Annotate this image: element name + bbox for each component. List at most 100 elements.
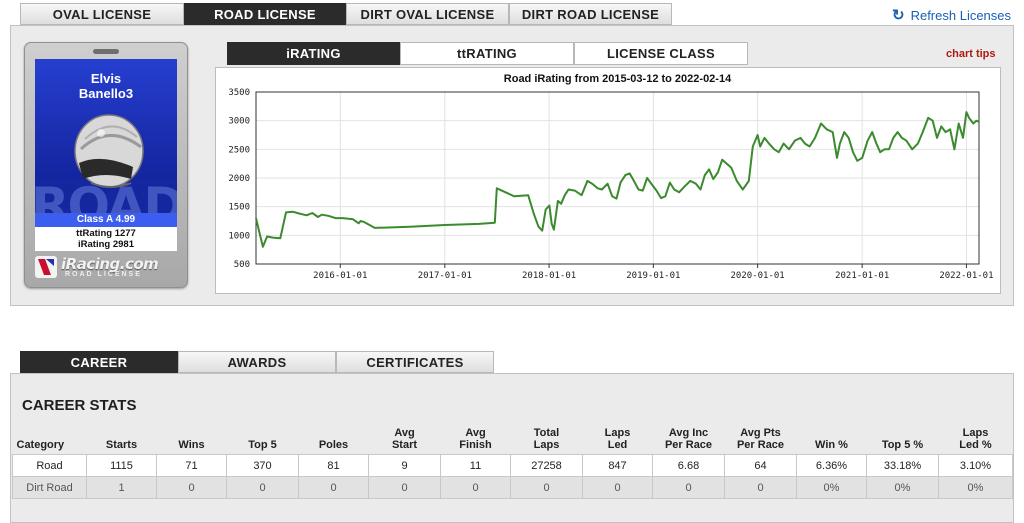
- table-cell: 71: [156, 454, 227, 477]
- logo-text: iRacing.com: [61, 255, 159, 273]
- tab-label: DIRT ROAD LICENSE: [521, 6, 660, 22]
- driver-first-name: Elvis: [90, 71, 122, 86]
- table-cell: 847: [582, 454, 653, 477]
- column-header: Win %: [815, 439, 848, 451]
- refresh-icon: ↻: [892, 7, 905, 24]
- x-tick-label: 2018-01-01: [522, 271, 576, 281]
- table-cell: 9: [368, 454, 441, 477]
- tab-certificates[interactable]: CERTIFICATES: [336, 351, 494, 373]
- table-cell: 0: [298, 476, 369, 499]
- y-tick-label: 1500: [228, 203, 250, 213]
- chart-tips-link[interactable]: chart tips: [946, 48, 996, 60]
- table-cell: 11: [440, 454, 511, 477]
- table-header-row: Category Starts Wins Top 5 Poles Avg Start Avg F…: [13, 418, 1013, 455]
- career-stats-title: CAREER STATS: [22, 397, 137, 414]
- x-tick-label: 2019-01-01: [626, 271, 680, 281]
- x-tick-label: 2016-01-01: [313, 271, 367, 281]
- column-header: Top 5 %: [881, 439, 924, 451]
- irating-chart: Road iRating from 2015-03-12 to 2022-02-…: [215, 67, 1001, 294]
- tab-career[interactable]: CAREER: [20, 351, 178, 373]
- driver-name: Elvis Banello3: [35, 71, 177, 101]
- license-tab-road[interactable]: ROAD LICENSE: [184, 3, 346, 25]
- column-header: Category: [16, 439, 65, 451]
- table-cell: 81: [298, 454, 369, 477]
- driver-last-name: Banello3: [78, 86, 134, 101]
- table-cell: 0: [652, 476, 725, 499]
- table-cell: 33.18%: [866, 454, 939, 477]
- table-row: Dirt Road 1 0 0 0 0 0 0 0 0 0 0% 0% 0%: [12, 476, 1013, 499]
- tab-label: ttRATING: [457, 46, 517, 61]
- license-tab-oval[interactable]: OVAL LICENSE: [20, 3, 184, 25]
- tab-label: OVAL LICENSE: [52, 6, 152, 22]
- table-cell: 0: [368, 476, 441, 499]
- column-header: Avg Finish: [459, 427, 492, 451]
- iracing-logo-icon: [35, 256, 57, 278]
- tab-label: CERTIFICATES: [366, 354, 464, 370]
- license-tab-dirt-road[interactable]: DIRT ROAD LICENSE: [509, 3, 672, 25]
- table-row: Road 1115 71 370 81 9 11 27258 847 6.68 64 6.36% 33.…: [12, 454, 1013, 477]
- table-cell: Road: [12, 454, 87, 477]
- iracing-logo: iRacing.com ROAD LICENSE: [35, 255, 177, 279]
- table-cell: 1: [86, 476, 157, 499]
- chart-title: Road iRating from 2015-03-12 to 2022-02-…: [504, 73, 732, 85]
- card-lanyard-hole: [93, 49, 119, 54]
- x-tick-label: 2020-01-01: [731, 271, 785, 281]
- y-tick-label: 1000: [228, 231, 250, 241]
- column-header: Avg Start: [391, 427, 418, 451]
- table-cell: 6.36%: [796, 454, 867, 477]
- tab-label: CAREER: [70, 354, 128, 370]
- table-cell: 0: [724, 476, 797, 499]
- column-header: Laps Led: [604, 427, 631, 451]
- table-cell: 0%: [938, 476, 1013, 499]
- tab-label: iRATING: [286, 46, 341, 61]
- refresh-licenses-link[interactable]: ↻ Refresh Licenses: [892, 6, 1011, 24]
- tab-ttrating[interactable]: ttRATING: [400, 42, 574, 65]
- table-cell: 0%: [866, 476, 939, 499]
- x-tick-label: 2022-01-01: [939, 271, 993, 281]
- x-tick-label: 2017-01-01: [418, 271, 472, 281]
- table-cell: 0%: [796, 476, 867, 499]
- logo-subtitle: ROAD LICENSE: [65, 271, 142, 278]
- chart-svg: Road iRating from 2015-03-12 to 2022-02-…: [228, 73, 993, 281]
- table-cell: 0: [226, 476, 299, 499]
- table-cell: 6.68: [652, 454, 725, 477]
- tab-label: ROAD LICENSE: [214, 6, 316, 22]
- table-cell: 0: [156, 476, 227, 499]
- table-cell: 1115: [86, 454, 157, 477]
- column-header: Total Laps: [533, 427, 560, 451]
- license-class-label: Class A 4.99: [35, 213, 177, 227]
- column-header: Laps Led %: [959, 427, 992, 451]
- table-cell: 27258: [510, 454, 583, 477]
- tab-label: LICENSE CLASS: [607, 46, 715, 61]
- y-tick-label: 2500: [228, 145, 250, 155]
- helmet-icon: [74, 114, 144, 188]
- license-tab-dirt-oval[interactable]: DIRT OVAL LICENSE: [346, 3, 509, 25]
- card-ratings: ttRating 1277 iRating 2981: [35, 227, 177, 251]
- y-tick-label: 500: [234, 260, 250, 270]
- tab-label: AWARDS: [227, 354, 287, 370]
- license-card: Elvis Banello3 ROAD Class A 4.99 ttRatin…: [24, 42, 188, 288]
- irating-series-line: [255, 111, 980, 248]
- column-header: Wins: [178, 439, 205, 451]
- tab-label: DIRT OVAL LICENSE: [360, 6, 495, 22]
- tab-license-class[interactable]: LICENSE CLASS: [574, 42, 748, 65]
- irating-value: iRating 2981: [78, 239, 134, 250]
- x-tick-label: 2021-01-01: [835, 271, 889, 281]
- y-tick-label: 3000: [228, 117, 250, 127]
- y-tick-label: 3500: [228, 88, 250, 98]
- card-face: Elvis Banello3 ROAD Class A 4.99 ttRatin…: [35, 59, 177, 251]
- column-header: Poles: [318, 439, 349, 451]
- tab-irating[interactable]: iRATING: [227, 42, 400, 65]
- column-header: Avg Pts Per Race: [736, 427, 785, 451]
- table-cell: 0: [510, 476, 583, 499]
- column-header: Top 5: [248, 439, 277, 451]
- table-cell: 0: [582, 476, 653, 499]
- table-cell: 0: [440, 476, 511, 499]
- tab-awards[interactable]: AWARDS: [178, 351, 336, 373]
- table-cell: Dirt Road: [12, 476, 87, 499]
- refresh-label: Refresh Licenses: [910, 7, 1012, 23]
- table-cell: 370: [226, 454, 299, 477]
- table-cell: 64: [724, 454, 797, 477]
- column-header: Starts: [105, 439, 138, 451]
- ttrating-value: ttRating 1277: [76, 228, 136, 239]
